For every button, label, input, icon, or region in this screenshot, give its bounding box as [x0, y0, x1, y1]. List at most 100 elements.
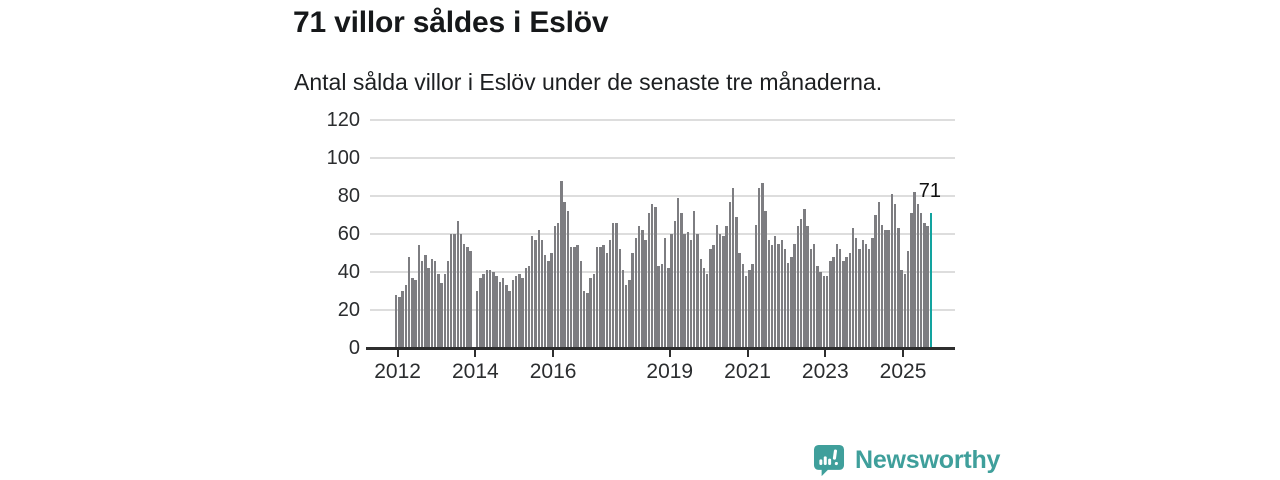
y-axis-tick-label: 80 [337, 185, 360, 207]
bar [822, 275, 826, 348]
bar [414, 279, 417, 348]
bar [877, 201, 881, 348]
brand-logo: Newsworthy [812, 443, 1000, 477]
bar [900, 270, 903, 348]
bar [754, 224, 758, 348]
bar [582, 291, 586, 348]
bar [589, 277, 592, 348]
bar [521, 277, 524, 348]
bar [398, 296, 401, 348]
bar [890, 194, 894, 348]
bar [712, 245, 715, 348]
bar [812, 243, 816, 348]
bar [757, 188, 761, 348]
bar [631, 253, 634, 348]
bar [897, 228, 900, 348]
bar [738, 253, 741, 348]
chart-title: 71 villor såldes i Eslöv [293, 6, 609, 39]
bar [916, 203, 920, 348]
bar [440, 283, 443, 348]
bar [835, 243, 839, 348]
bar [884, 230, 887, 348]
bar [923, 222, 926, 348]
bar [430, 258, 434, 348]
gridline [370, 157, 955, 159]
bar [715, 224, 719, 348]
bar [524, 268, 527, 348]
bar [903, 273, 907, 348]
bar [689, 239, 693, 348]
bar [887, 230, 890, 348]
bar [667, 268, 670, 348]
bar [893, 203, 897, 348]
y-axis-tick-label: 120 [326, 109, 360, 131]
bar [816, 266, 819, 348]
x-axis-tick [552, 349, 555, 357]
bar [573, 247, 576, 348]
bar [407, 256, 411, 348]
bar [417, 245, 421, 348]
bar [787, 262, 790, 348]
bar [495, 275, 498, 348]
bar [858, 249, 861, 348]
bar [411, 277, 414, 348]
bar [612, 222, 615, 348]
bar [446, 260, 450, 348]
x-axis-tick-label: 2025 [879, 360, 927, 383]
gridline [370, 119, 955, 121]
bar [544, 254, 547, 348]
x-axis-tick-label: 2021 [724, 360, 771, 383]
bar [702, 268, 706, 348]
bar [783, 249, 787, 348]
bar [699, 258, 702, 348]
bar [663, 237, 667, 348]
bar [851, 228, 855, 348]
bar [550, 253, 553, 348]
bar [485, 270, 489, 348]
bar [696, 234, 699, 348]
bar [735, 216, 738, 348]
bar [475, 291, 479, 348]
bar [492, 272, 495, 348]
x-axis-line [366, 347, 955, 350]
bar [615, 222, 618, 348]
bar [825, 275, 829, 348]
bar [686, 232, 689, 348]
bar [579, 260, 583, 348]
bar [566, 211, 570, 348]
bar [634, 237, 638, 348]
bar [777, 243, 780, 348]
bar [463, 243, 466, 348]
bar [592, 273, 596, 348]
x-axis-tick [902, 349, 905, 357]
y-axis-tick-label: 40 [337, 261, 360, 283]
bar [848, 253, 851, 348]
bar [654, 207, 657, 348]
bar [864, 243, 868, 348]
bar [595, 247, 599, 348]
bar [725, 226, 728, 348]
bar [479, 277, 482, 348]
bar [401, 291, 404, 348]
bar [842, 260, 845, 348]
bar [501, 277, 505, 348]
bar [861, 239, 864, 348]
bar [424, 254, 427, 348]
bar [586, 292, 589, 348]
bar [459, 234, 463, 348]
bar [531, 235, 534, 348]
bar [556, 222, 560, 348]
bar [819, 272, 822, 348]
bar [621, 270, 625, 348]
bar [498, 281, 502, 348]
bar [420, 260, 424, 348]
bar [761, 182, 764, 348]
x-axis-tick [474, 349, 477, 357]
bar [657, 266, 660, 348]
bar [722, 235, 725, 348]
bar [774, 235, 777, 348]
bar [874, 215, 877, 348]
bar [650, 203, 654, 348]
bar [926, 226, 929, 348]
